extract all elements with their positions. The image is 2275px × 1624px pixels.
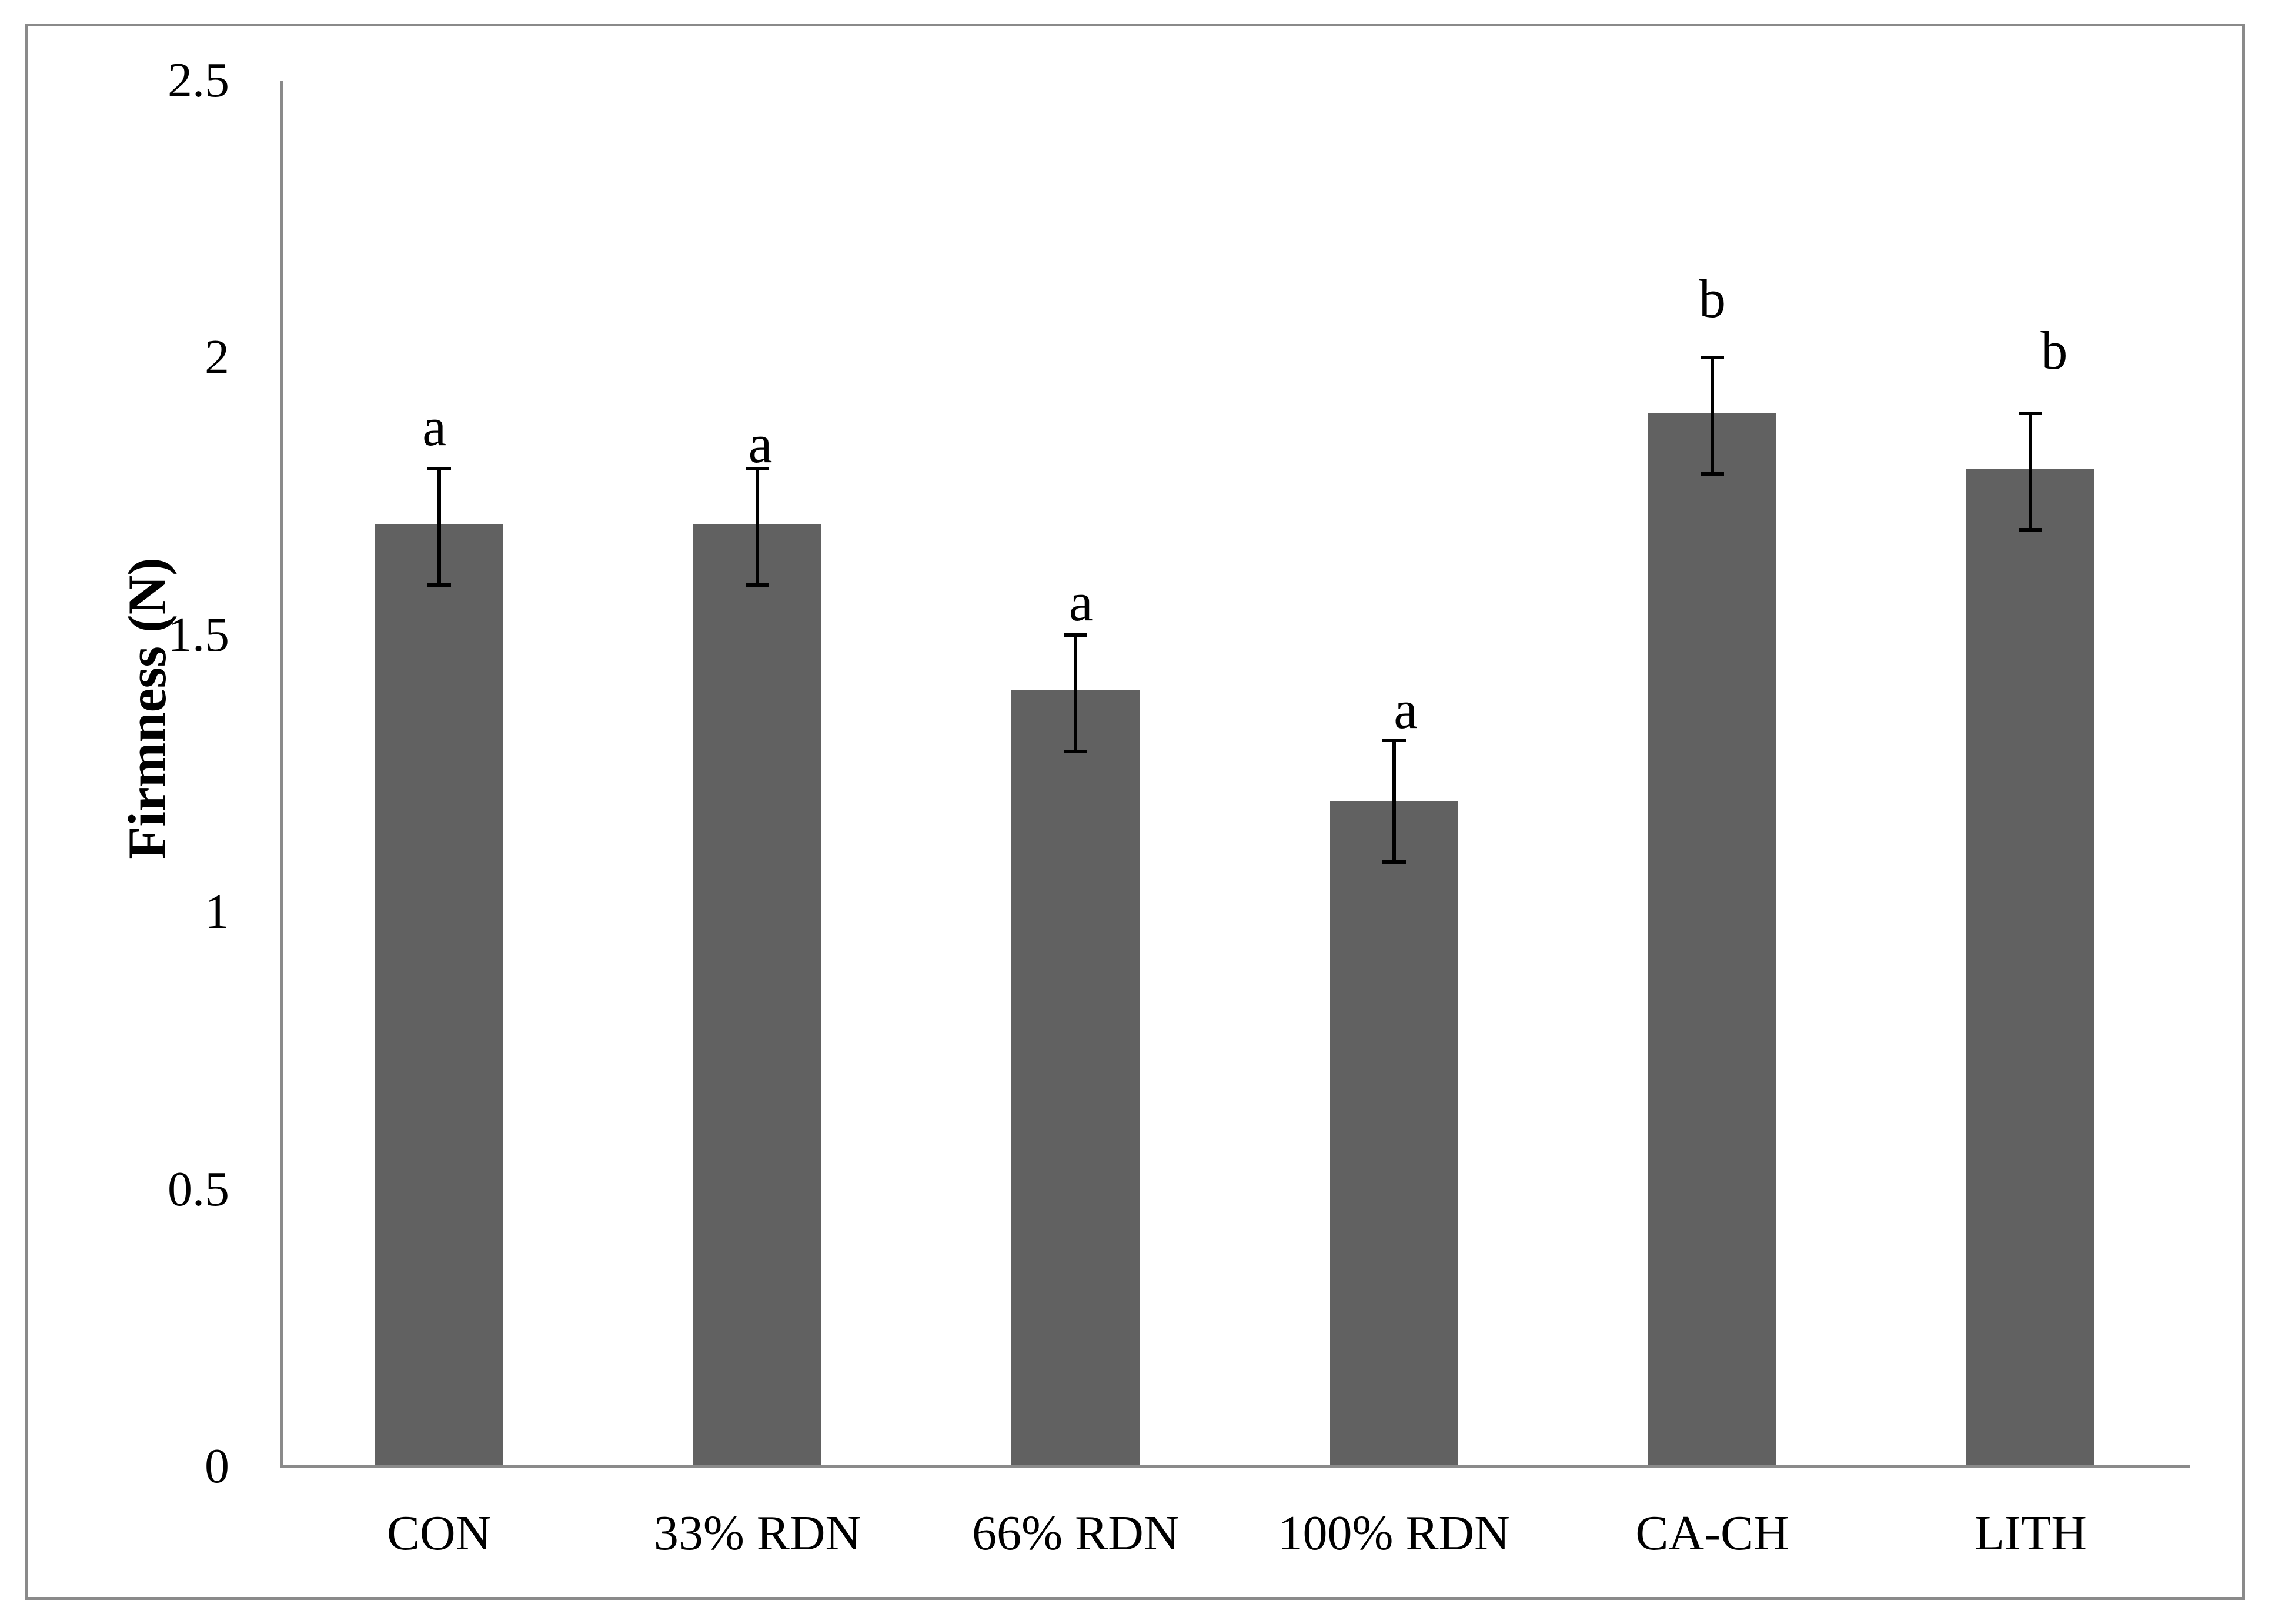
y-tick-label: 1.5 — [168, 607, 229, 662]
significance-letter: a — [1068, 572, 1093, 632]
error-bar-cap-bottom — [1701, 472, 1724, 476]
significance-letter: a — [1394, 679, 1418, 740]
error-bar — [2029, 413, 2033, 530]
x-axis-label: 66% RDN — [972, 1506, 1180, 1560]
bar-66-rdn — [1011, 690, 1140, 1465]
x-axis-label: 100% RDN — [1278, 1506, 1510, 1560]
error-bar-cap-bottom — [2019, 527, 2043, 532]
error-bar-cap-bottom — [1064, 749, 1088, 753]
bar-ca-ch — [1648, 413, 1776, 1465]
error-bar — [1074, 634, 1078, 751]
y-tick-label: 2 — [205, 330, 229, 385]
y-axis-line — [280, 81, 283, 1468]
error-bar-cap-top — [427, 466, 451, 470]
error-bar-cap-bottom — [1382, 860, 1406, 864]
significance-letter: a — [422, 396, 447, 457]
bar-con — [375, 524, 503, 1465]
y-tick-label: 1 — [205, 884, 229, 940]
y-tick-label: 2.5 — [168, 53, 229, 108]
x-axis-label: 33% RDN — [653, 1506, 861, 1560]
bar-33-rdn — [693, 524, 821, 1465]
x-axis-label: CA-CH — [1635, 1506, 1789, 1560]
error-bar-cap-top — [1701, 356, 1724, 360]
error-bar-cap-top — [1382, 738, 1406, 742]
error-bar-cap-top — [746, 466, 769, 470]
error-bar — [756, 468, 759, 585]
bar-lith — [1966, 468, 2095, 1465]
bar-100-rdn — [1329, 801, 1458, 1465]
x-axis-line — [280, 1465, 2190, 1468]
y-tick-label: 0.5 — [168, 1161, 229, 1217]
error-bar — [1392, 740, 1396, 863]
error-bar — [437, 468, 441, 585]
figure-border — [25, 24, 2245, 1600]
error-bar-cap-top — [1064, 633, 1088, 637]
error-bar-cap-bottom — [746, 583, 769, 587]
y-axis-title-text: Firmness (N) — [117, 557, 177, 860]
y-tick-label: 0 — [205, 1439, 229, 1493]
x-axis-label: CON — [386, 1506, 492, 1560]
x-axis-label: LITH — [1974, 1506, 2087, 1560]
error-bar — [1711, 357, 1714, 474]
significance-letter: b — [1699, 269, 1726, 329]
significance-letter: b — [2040, 320, 2068, 380]
error-bar-cap-bottom — [427, 583, 451, 587]
significance-letter: a — [748, 413, 773, 474]
error-bar-cap-top — [2019, 411, 2043, 415]
